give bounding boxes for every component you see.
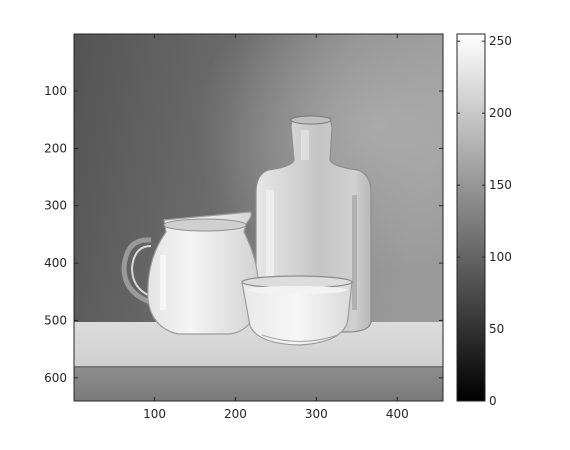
colorbar-gradient	[457, 34, 485, 401]
x-tick-label: 300	[305, 407, 328, 421]
x-tick-label: 200	[224, 407, 247, 421]
colorbar-tick-label: 200	[489, 106, 512, 120]
x-tick-label: 400	[386, 407, 409, 421]
milk-pitcher	[121, 211, 260, 335]
y-tick-label: 200	[44, 141, 67, 155]
image-axes: 100 200 300 400 100 200 300 400 500 600	[44, 33, 444, 421]
colorbar-tick-label: 0	[489, 394, 497, 408]
y-ticks: 100 200 300 400 500 600	[44, 84, 443, 385]
y-tick-label: 300	[44, 199, 67, 213]
x-tick-label: 100	[143, 407, 166, 421]
y-tick-label: 400	[44, 256, 67, 270]
y-tick-label: 500	[44, 313, 67, 327]
milk-bowl	[241, 275, 353, 346]
table-front	[74, 366, 443, 401]
colorbar-ticks: 0 50 100 150 200 250	[457, 34, 512, 408]
image-content	[74, 34, 443, 401]
y-tick-label: 600	[44, 371, 67, 385]
x-ticks: 100 200 300 400	[143, 34, 409, 421]
colorbar-tick-label: 100	[489, 250, 512, 264]
colorbar-tick-label: 250	[489, 34, 512, 48]
colorbar-tick-label: 50	[489, 322, 504, 336]
colorbar-tick-label: 150	[489, 178, 512, 192]
y-tick-label: 100	[44, 84, 67, 98]
colorbar-frame	[456, 33, 486, 402]
colorbar: 0 50 100 150 200 250	[456, 33, 512, 408]
image-axes-frame	[73, 33, 444, 402]
